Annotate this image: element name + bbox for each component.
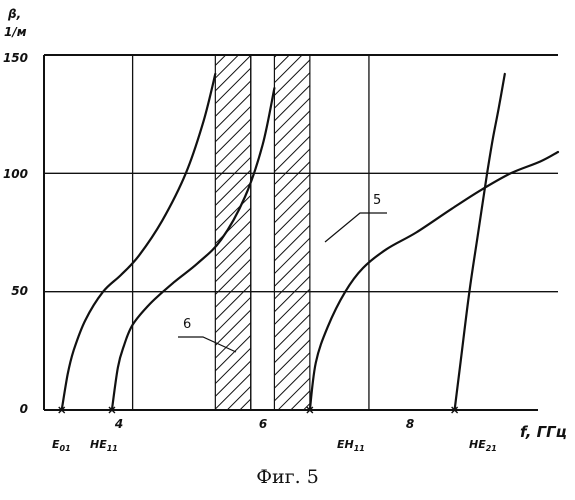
shaded-band-1 [215,55,250,410]
y-axis-label-unit: 1/м [4,25,27,39]
shaded-band-2 [274,55,309,410]
mode-label-he21: HE21 [469,438,497,453]
band-label-6: 6 [183,317,191,332]
mode-label-e01: E01 [52,438,71,453]
mode-label-he11: HE11 [90,438,118,453]
x-tick-label-6: 6 [259,417,267,431]
y-tick-label-0: 0 [20,402,28,416]
x-tick-label-4: 4 [114,417,123,431]
y-tick-label-150: 150 [3,51,28,65]
mode-label-eh11: EH11 [337,438,365,453]
dispersion-curve-1 [62,74,216,410]
band-5-leader-line [325,213,387,242]
figure-caption: Фиг. 5 [0,466,575,488]
y-tick-label-100: 100 [3,167,28,181]
y-tick-label-50: 50 [11,284,28,298]
x-tick-label-8: 8 [406,417,414,431]
band-label-5: 5 [373,193,381,208]
dispersion-curve-4 [455,74,505,410]
y-axis-label-symbol: β, [7,7,21,21]
x-axis-label: f, ГГц [520,423,567,441]
dispersion-curve-3 [310,152,558,410]
